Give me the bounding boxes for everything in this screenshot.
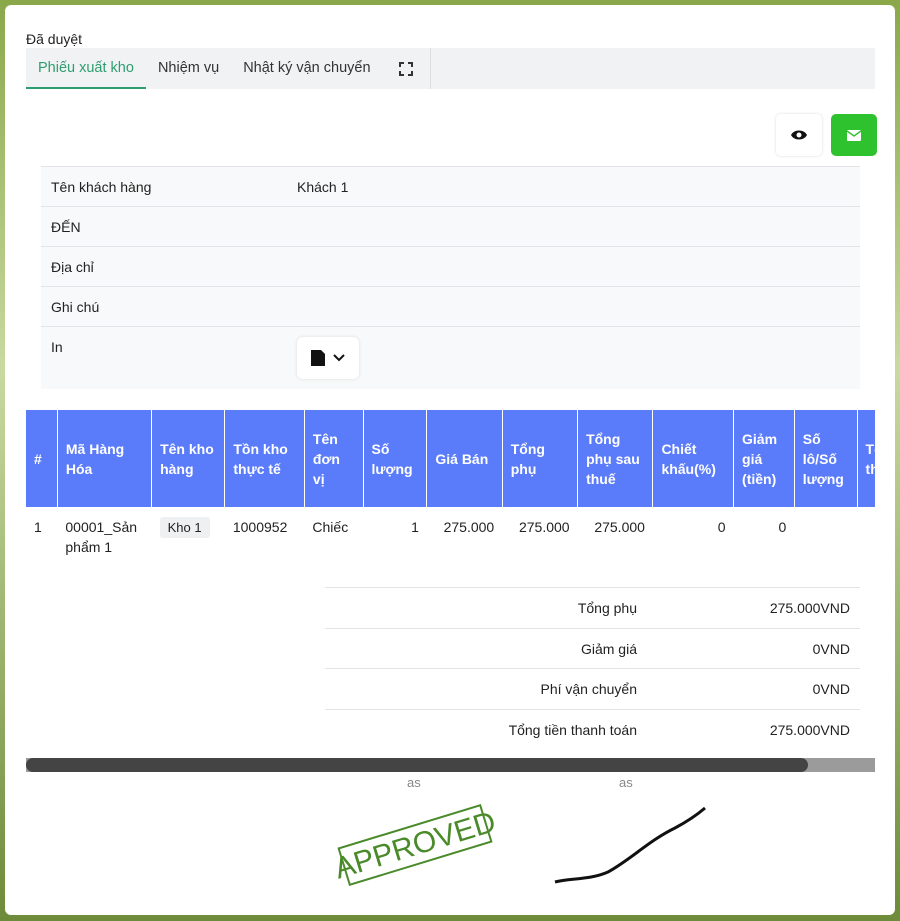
column-header: Mã Hàng Hóa (57, 410, 153, 507)
tab[interactable]: Nhiệm vụ (157, 60, 220, 76)
table-cell: 0 (778, 519, 787, 535)
table-cell: 275.000 (594, 519, 645, 535)
signature (554, 806, 706, 884)
summary-value: 275.000VND (769, 721, 850, 738)
column-header: Tổng phụ (502, 410, 579, 507)
table-row: 1 00001_Sản phẩm 1 Kho 1 1000952 Chiếc 1 275.0… (26, 507, 875, 567)
fullscreen-button[interactable] (383, 48, 431, 89)
stamp-text: APPROVED (335, 805, 495, 885)
tab[interactable]: Nhật ký vận chuyển (243, 60, 371, 76)
chevron-icon (333, 354, 345, 362)
email-button[interactable] (831, 114, 877, 156)
summary-label: Tổng phụ (577, 600, 637, 616)
info-label: Tên khách hàng (51, 179, 152, 195)
column-header: Số lô/Số lượng (794, 410, 858, 507)
pdf-icon (311, 350, 325, 366)
table-cell: Chiếc (312, 519, 349, 535)
info-row: ĐẾN (41, 206, 860, 246)
table-cell: 1000952 (232, 519, 288, 535)
info-label: ĐẾN (51, 219, 81, 235)
table-cell: 0 (717, 519, 726, 535)
table-cell: 00001_Sản phẩm 1 (65, 519, 138, 555)
column-header: Tổng tiền thanh toán (857, 410, 875, 507)
summary-label: Tổng tiền thanh toán (508, 721, 637, 738)
column-header: Chiết khấu(%) (652, 410, 735, 507)
column-header: Tên kho hàng (151, 410, 226, 507)
table-cell (794, 507, 857, 567)
print-dropdown[interactable] (297, 337, 359, 379)
column-header: Số lượng (363, 410, 428, 507)
table-cell: Kho 1 (152, 507, 225, 567)
signature-label: as (407, 775, 421, 790)
info-label: Ghi chú (51, 299, 100, 315)
column-header: Giảm giá (tiền) (733, 410, 795, 507)
preview-button[interactable] (776, 114, 822, 156)
table-cell: 1 (411, 519, 419, 535)
info-row: In (41, 326, 860, 389)
summary-row: Tổng tiền thanh toán 275.000VND (325, 708, 860, 750)
info-table: Tên khách hàng Khách 1 ĐẾN Địa chỉ Ghi chú In (41, 166, 860, 389)
summary-value: 0VND (812, 681, 850, 697)
column-header: Tổng phụ sau thuế (577, 410, 654, 507)
summary-table: Tổng phụ 275.000VND Giảm giá 0VND Phí vận ch… (325, 587, 860, 749)
info-row: Địa chỉ (41, 246, 860, 286)
card: Đã duyệt Phiếu xuất kho Nhiệm vụ Nhật ký… (5, 5, 895, 915)
summary-value: 0VND (812, 640, 850, 657)
items-table: # Mã Hàng Hóa Tên kho hàng Tồn kho thực tế T… (26, 410, 875, 567)
info-value: Khách 1 (297, 179, 349, 195)
tab-bar: Phiếu xuất kho Nhiệm vụ Nhật ký vận chuy… (26, 48, 875, 89)
summary-value: 275.000VND (769, 600, 850, 616)
status: Đã duyệt (26, 31, 83, 47)
tab[interactable]: Phiếu xuất kho (26, 48, 146, 89)
signature-label: as (619, 775, 633, 790)
warehouse-chip: Kho 1 (159, 517, 210, 538)
info-row: Tên khách hàng Khách 1 (41, 166, 860, 206)
summary-label: Giảm giá (580, 640, 637, 657)
column-header: Tồn kho thực tế (224, 410, 305, 507)
table-cell: 275.000 (443, 519, 495, 535)
info-row: Ghi chú (41, 286, 860, 326)
column-header: Tên đơn vị (304, 410, 364, 507)
summary-row: Phí vận chuyển 0VND (325, 668, 860, 709)
table-cell: 275.000 (518, 519, 570, 535)
info-label: Địa chỉ (51, 259, 94, 275)
mail-icon (847, 129, 861, 141)
table-cell: 275.000 (857, 507, 875, 567)
summary-row: Giảm giá 0VND (325, 627, 860, 669)
column-header: Giá Bán (426, 410, 503, 507)
fullscreen-icon (399, 61, 414, 76)
table-scroll: # Mã Hàng Hóa Tên kho hàng Tồn kho thực tế T… (26, 410, 875, 763)
table-cell: 1 (34, 519, 42, 535)
summary-label: Phí vận chuyển (540, 681, 637, 697)
info-label: In (51, 339, 63, 355)
approved-stamp: APPROVED (335, 803, 495, 887)
eye-icon (791, 130, 807, 140)
column-header: # (26, 410, 58, 507)
summary-row: Tổng phụ 275.000VND (325, 587, 860, 628)
scrollbar-thumb[interactable] (26, 758, 808, 772)
